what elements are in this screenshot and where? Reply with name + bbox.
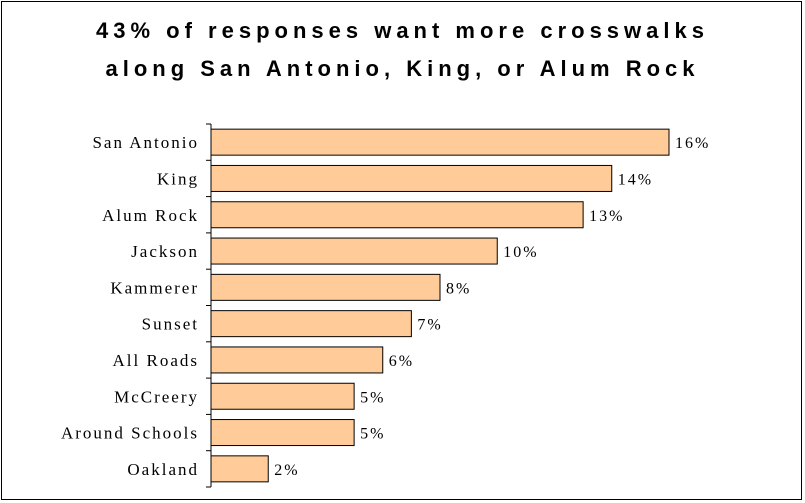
category-label: All Roads xyxy=(113,351,199,370)
category-label: Jackson xyxy=(131,242,199,261)
value-label: 14% xyxy=(618,171,653,188)
bar-king xyxy=(210,164,613,192)
chart-title: 43% of responses want more crosswalks al… xyxy=(2,12,803,88)
value-label: 13% xyxy=(589,208,624,225)
category-label: Alum Rock xyxy=(102,206,199,225)
category-label: San Antonio xyxy=(92,133,199,152)
chart-title-line-1: 43% of responses want more crosswalks xyxy=(96,18,709,43)
category-label: Sunset xyxy=(142,315,199,334)
category-label: Around Schools xyxy=(61,424,199,443)
category-label: King xyxy=(157,169,199,188)
labels-layer: San Antonio 16% King 14% Alum Rock 13% Jackson… xyxy=(61,133,710,479)
category-label: McCreery xyxy=(114,387,199,406)
bars-layer xyxy=(210,128,670,483)
value-label: 5% xyxy=(360,426,385,443)
bar-oakland xyxy=(210,455,269,483)
bar-san-antonio xyxy=(210,128,670,156)
category-label: Kammerer xyxy=(110,278,199,297)
bar-around-schools xyxy=(210,419,355,447)
bar-kammerer xyxy=(210,273,441,301)
value-label: 10% xyxy=(503,244,538,261)
bar-mccreery xyxy=(210,382,355,410)
value-label: 5% xyxy=(360,389,385,406)
value-label: 6% xyxy=(389,353,414,370)
chart-title-line-2: along San Antonio, King, or Alum Rock xyxy=(105,56,700,81)
bar-alum-rock xyxy=(210,201,584,229)
category-label: Oakland xyxy=(127,460,199,479)
value-label: 2% xyxy=(274,462,299,479)
bar-sunset xyxy=(210,310,412,338)
bar-jackson xyxy=(210,237,498,265)
bar-all-roads xyxy=(210,346,384,374)
value-label: 16% xyxy=(675,135,710,152)
value-label: 7% xyxy=(417,317,442,334)
axis-layer xyxy=(206,123,212,488)
value-label: 8% xyxy=(446,280,471,297)
